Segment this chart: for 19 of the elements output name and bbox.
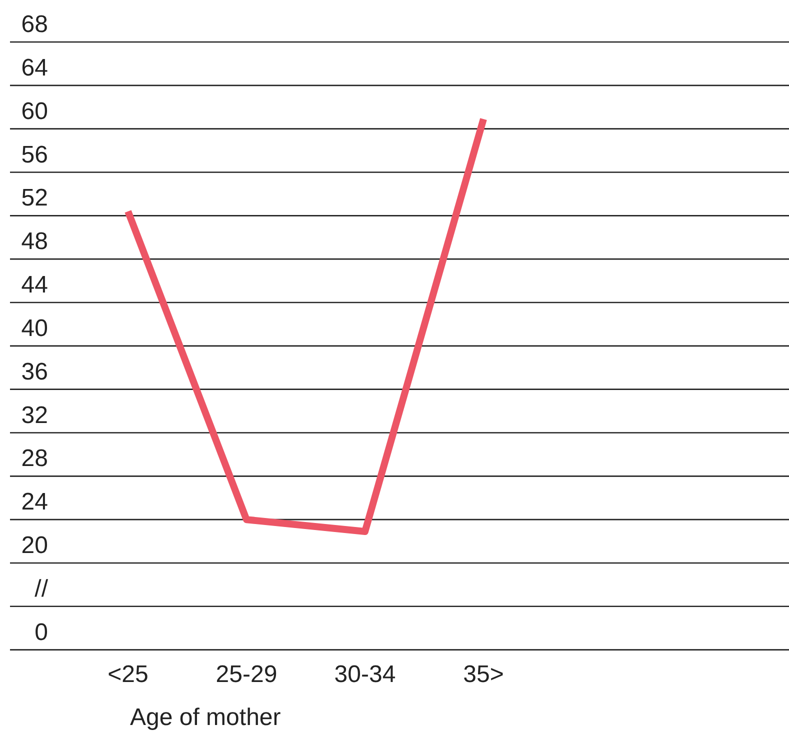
x-tick-label: 30-34 [334, 661, 396, 688]
x-tick-label: 35> [463, 661, 504, 688]
y-tick-label: 36 [21, 358, 48, 386]
y-tick-label: 56 [21, 141, 48, 168]
y-tick-label: 40 [21, 314, 48, 342]
y-tick-label: 52 [21, 184, 48, 212]
y-tick-label: 20 [21, 532, 48, 559]
y-tick-label: 28 [21, 445, 48, 472]
x-tick-label: <25 [108, 661, 148, 688]
x-axis-title: Age of mother [130, 704, 281, 731]
y-tick-label: 60 [21, 98, 48, 125]
axis-break: // 0 [10, 575, 789, 650]
y-tick-label: 32 [21, 402, 48, 429]
y-tick-label: 68 [21, 11, 48, 38]
y-tick-label: 64 [21, 54, 48, 82]
x-tick-label: 25-29 [216, 661, 278, 688]
y-tick-label: 48 [21, 228, 48, 256]
y-tick-label: 24 [21, 488, 48, 516]
y-tick-label: 44 [21, 272, 48, 298]
